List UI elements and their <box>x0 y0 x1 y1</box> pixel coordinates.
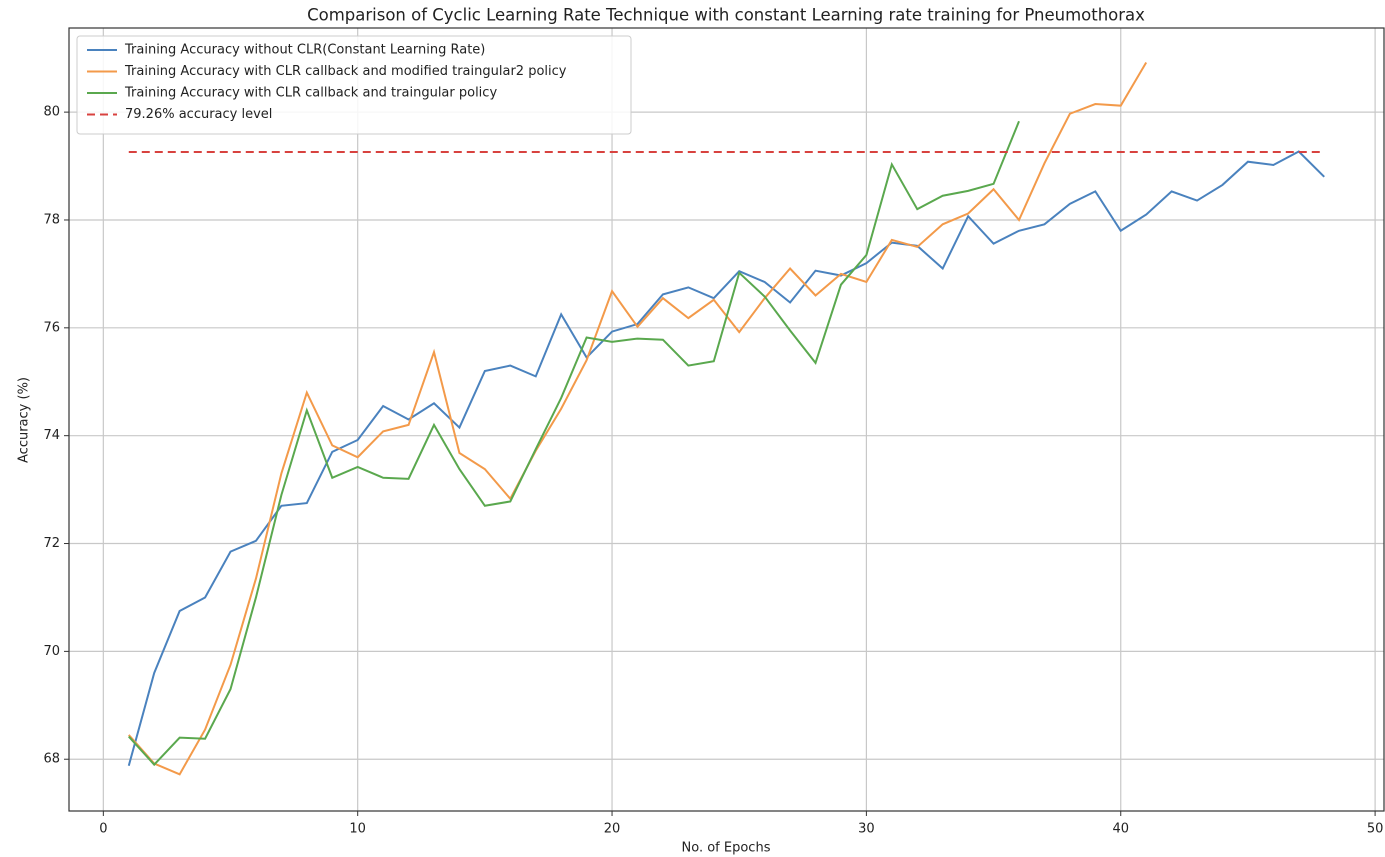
x-tick-label: 10 <box>349 822 366 837</box>
y-tick-label: 78 <box>43 212 60 227</box>
legend-label: 79.26% accuracy level <box>125 107 272 122</box>
series-line <box>127 150 1325 766</box>
x-axis-label: No. of Epochs <box>682 841 771 856</box>
x-tick-label: 0 <box>99 822 107 837</box>
x-tick-label: 50 <box>1367 822 1384 837</box>
legend-label: Training Accuracy with CLR callback and … <box>124 86 497 101</box>
series-line <box>128 120 1020 767</box>
x-tick-label: 40 <box>1112 822 1129 837</box>
y-tick-label: 68 <box>43 752 60 767</box>
legend-label: Training Accuracy without CLR(Constant L… <box>124 43 485 58</box>
y-tick-label: 80 <box>43 105 60 120</box>
y-tick-label: 72 <box>43 536 60 551</box>
x-tick-label: 30 <box>858 822 875 837</box>
y-axis-label: Accuracy (%) <box>17 377 32 463</box>
x-tick-label: 20 <box>604 822 621 837</box>
plot-frame <box>68 27 1385 812</box>
legend-label: Training Accuracy with CLR callback and … <box>124 64 567 79</box>
y-tick-label: 74 <box>43 428 60 443</box>
chart-title: Comparison of Cyclic Learning Rate Techn… <box>307 6 1145 25</box>
legend-box <box>76 35 632 135</box>
y-tick-label: 76 <box>43 320 60 335</box>
legend: Training Accuracy without CLR(Constant L… <box>76 35 632 135</box>
series-line <box>128 62 1148 776</box>
y-tick-label: 70 <box>43 644 60 659</box>
